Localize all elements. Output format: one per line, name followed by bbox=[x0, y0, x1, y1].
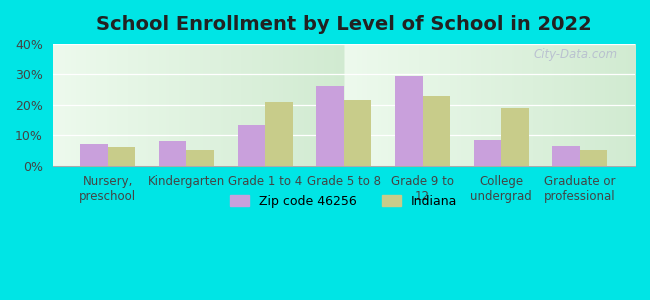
Bar bbox=[159, 141, 187, 166]
Bar bbox=[422, 96, 450, 166]
Bar bbox=[552, 146, 580, 166]
Bar bbox=[187, 150, 214, 166]
Bar bbox=[474, 140, 501, 166]
Bar bbox=[317, 86, 344, 166]
Legend: Zip code 46256, Indiana: Zip code 46256, Indiana bbox=[226, 190, 462, 213]
Bar bbox=[501, 108, 528, 166]
Bar bbox=[108, 147, 135, 166]
Title: School Enrollment by Level of School in 2022: School Enrollment by Level of School in … bbox=[96, 15, 592, 34]
Bar bbox=[580, 150, 608, 166]
Text: City-Data.com: City-Data.com bbox=[534, 47, 618, 61]
Bar bbox=[265, 102, 292, 166]
Bar bbox=[237, 124, 265, 166]
Bar bbox=[80, 144, 108, 166]
Bar bbox=[344, 100, 371, 166]
Bar bbox=[395, 76, 422, 166]
